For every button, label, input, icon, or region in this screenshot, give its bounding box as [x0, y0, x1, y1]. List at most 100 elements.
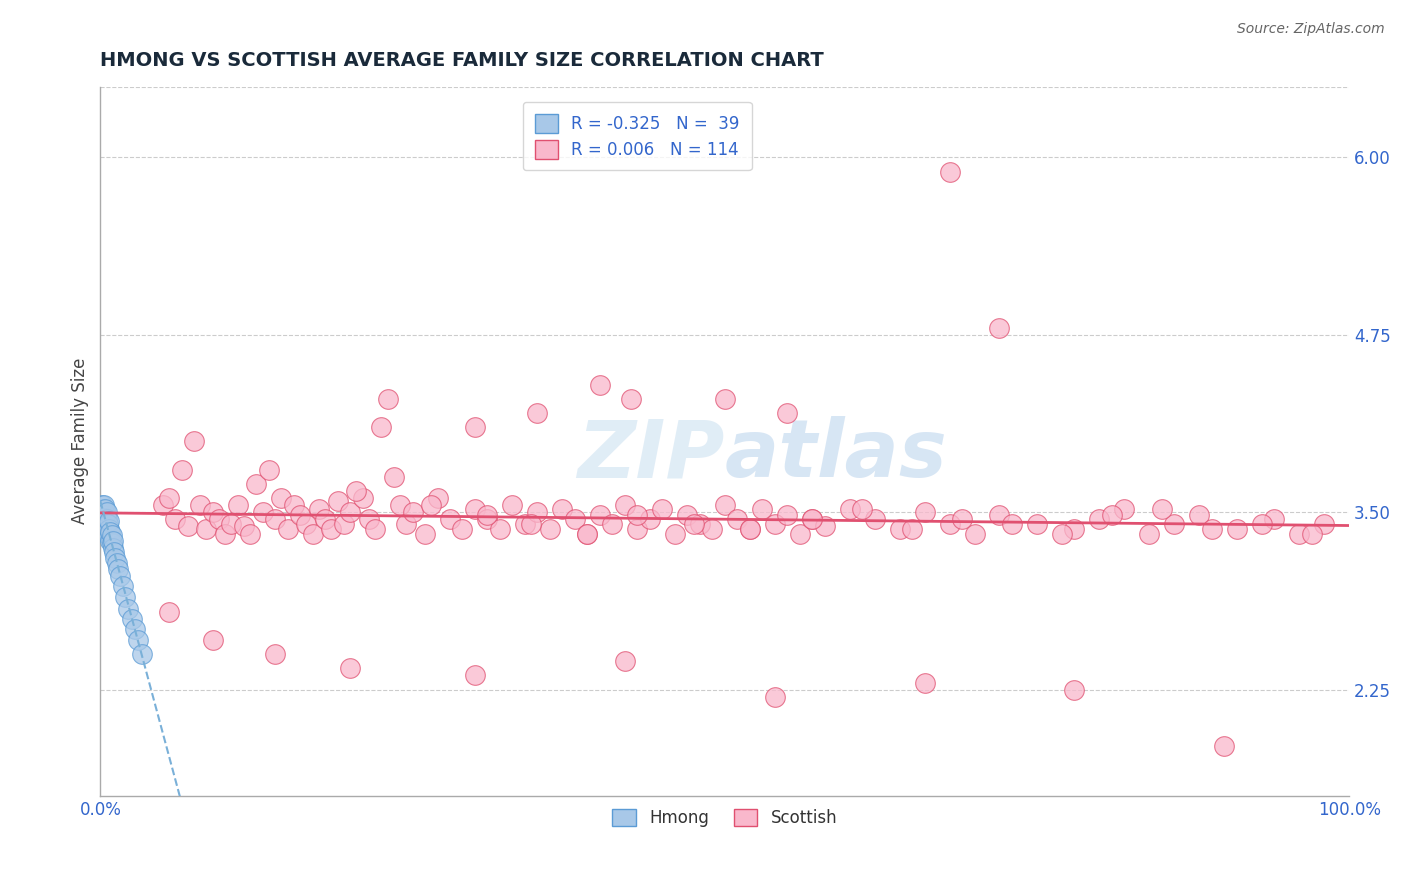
Point	[1101, 508, 1123, 522]
Point	[201, 632, 224, 647]
Point	[131, 647, 153, 661]
Point	[111, 579, 134, 593]
Point	[1063, 522, 1085, 536]
Point	[94, 511, 117, 525]
Point	[451, 522, 474, 536]
Point	[98, 522, 121, 536]
Point	[776, 508, 799, 522]
Point	[801, 512, 824, 526]
Point	[152, 498, 174, 512]
Point	[1201, 522, 1223, 536]
Text: Source: ZipAtlas.com: Source: ZipAtlas.com	[1237, 22, 1385, 37]
Point	[183, 434, 205, 449]
Point	[1213, 739, 1236, 754]
Point	[501, 498, 523, 512]
Point	[295, 516, 318, 531]
Point	[208, 512, 231, 526]
Point	[357, 512, 380, 526]
Point	[321, 522, 343, 536]
Point	[90, 498, 112, 512]
Point	[333, 516, 356, 531]
Point	[277, 522, 299, 536]
Point	[477, 512, 499, 526]
Point	[352, 491, 374, 505]
Text: ZIP: ZIP	[578, 417, 724, 494]
Point	[389, 498, 412, 512]
Point	[1088, 512, 1111, 526]
Point	[177, 519, 200, 533]
Text: HMONG VS SCOTTISH AVERAGE FAMILY SIZE CORRELATION CHART: HMONG VS SCOTTISH AVERAGE FAMILY SIZE CO…	[100, 51, 824, 70]
Point	[157, 491, 180, 505]
Point	[551, 502, 574, 516]
Legend: Hmong, Scottish: Hmong, Scottish	[606, 803, 844, 834]
Point	[1114, 502, 1136, 516]
Point	[1026, 516, 1049, 531]
Point	[589, 377, 612, 392]
Point	[776, 406, 799, 420]
Point	[245, 476, 267, 491]
Point	[339, 661, 361, 675]
Point	[114, 591, 136, 605]
Point	[270, 491, 292, 505]
Point	[626, 522, 648, 536]
Point	[576, 526, 599, 541]
Point	[426, 491, 449, 505]
Point	[252, 505, 274, 519]
Point	[1313, 516, 1336, 531]
Point	[613, 654, 636, 668]
Point	[526, 505, 548, 519]
Point	[283, 498, 305, 512]
Point	[117, 601, 139, 615]
Point	[107, 562, 129, 576]
Point	[96, 519, 118, 533]
Point	[98, 529, 121, 543]
Point	[1163, 516, 1185, 531]
Point	[91, 502, 114, 516]
Point	[101, 533, 124, 548]
Point	[938, 164, 960, 178]
Point	[97, 525, 120, 540]
Point	[1263, 512, 1285, 526]
Point	[344, 483, 367, 498]
Point	[420, 498, 443, 512]
Point	[851, 502, 873, 516]
Point	[1301, 526, 1323, 541]
Point	[314, 512, 336, 526]
Point	[963, 526, 986, 541]
Point	[233, 519, 256, 533]
Point	[401, 505, 423, 519]
Point	[914, 675, 936, 690]
Point	[93, 514, 115, 528]
Point	[1063, 682, 1085, 697]
Point	[464, 668, 486, 682]
Point	[751, 502, 773, 516]
Point	[101, 541, 124, 555]
Point	[96, 505, 118, 519]
Point	[98, 514, 121, 528]
Point	[713, 498, 735, 512]
Text: atlas: atlas	[724, 417, 948, 494]
Point	[1250, 516, 1272, 531]
Point	[1226, 522, 1249, 536]
Point	[105, 557, 128, 571]
Point	[626, 508, 648, 522]
Point	[195, 522, 218, 536]
Point	[264, 647, 287, 661]
Point	[1050, 526, 1073, 541]
Point	[789, 526, 811, 541]
Point	[90, 505, 112, 519]
Point	[377, 392, 399, 406]
Point	[1150, 502, 1173, 516]
Point	[264, 512, 287, 526]
Point	[370, 420, 392, 434]
Point	[738, 522, 761, 536]
Point	[221, 516, 243, 531]
Point	[838, 502, 860, 516]
Point	[651, 502, 673, 516]
Point	[93, 522, 115, 536]
Point	[513, 516, 536, 531]
Point	[413, 526, 436, 541]
Point	[93, 498, 115, 512]
Point	[914, 505, 936, 519]
Point	[477, 508, 499, 522]
